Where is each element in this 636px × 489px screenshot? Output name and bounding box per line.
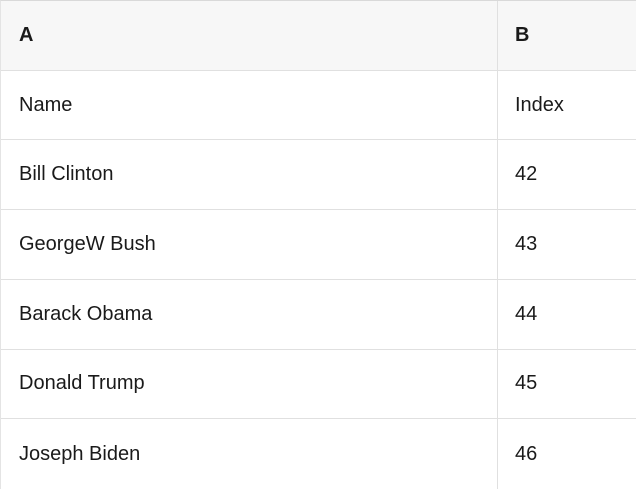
cell-text: Donald Trump: [19, 372, 145, 395]
column-header-b[interactable]: B: [497, 1, 636, 71]
table-cell-a6[interactable]: Joseph Biden: [1, 419, 497, 489]
cell-text: 46: [515, 442, 538, 465]
cell-text: Bill Clinton: [19, 163, 114, 186]
column-header-a-label: A: [19, 23, 34, 46]
column-header-b-label: B: [515, 23, 530, 46]
table-cell-a2[interactable]: Bill Clinton: [1, 140, 497, 211]
table-cell-a3[interactable]: GeorgeW Bush: [1, 210, 497, 280]
cell-text: Barack Obama: [19, 302, 153, 325]
table-cell-b1[interactable]: Index: [497, 70, 636, 141]
column-header-a[interactable]: A: [1, 1, 497, 71]
cell-text: Joseph Biden: [19, 442, 141, 465]
cell-text: 45: [515, 372, 538, 395]
table-cell-b5[interactable]: 45: [497, 349, 636, 420]
cell-text: 42: [515, 163, 538, 186]
table-cell-a1[interactable]: Name: [1, 70, 497, 141]
table-cell-a5[interactable]: Donald Trump: [1, 349, 497, 420]
cell-text: GeorgeW Bush: [19, 232, 156, 255]
cell-text: Index: [515, 93, 564, 116]
table-cell-a4[interactable]: Barack Obama: [1, 279, 497, 350]
table-cell-b2[interactable]: 42: [497, 140, 636, 211]
cell-text: 44: [515, 302, 538, 325]
table-cell-b3[interactable]: 43: [497, 210, 636, 280]
cell-text: Name: [19, 93, 73, 116]
table-cell-b4[interactable]: 44: [497, 279, 636, 350]
cell-text: 43: [515, 232, 538, 255]
table-cell-b6[interactable]: 46: [497, 419, 636, 489]
